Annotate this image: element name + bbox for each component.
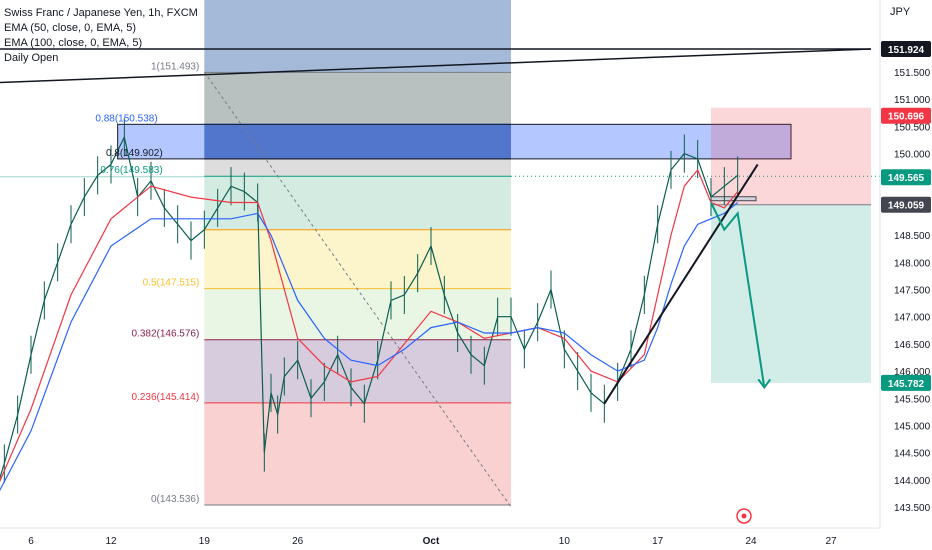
x-tick-label: 24 [745,536,757,547]
indicator-daily-open[interactable]: Daily Open [4,52,59,64]
y-tick-label: 144.500 [894,449,931,460]
indicator-ema100[interactable]: EMA (100, close, 0, EMA, 5) [4,37,143,49]
x-tick-label: 19 [199,536,211,547]
fib-level-label: 0.236(145.414) [131,392,199,403]
ema-line [0,168,739,483]
price-badge [881,196,931,213]
price-badge-label: 149.565 [888,173,925,184]
x-tick-label: 6 [28,536,34,547]
price-badge-label: 150.696 [888,112,925,123]
projection-arrow-head [757,378,772,390]
y-tick-label: 148.000 [894,258,931,269]
fib-labels-layer: 0.88(150.538) 0.8(149.902) 0.76(149.583) 0.… [95,61,199,505]
fib-band [204,402,512,506]
y-tick-label: 145.500 [894,394,931,405]
chart-legend: Swiss Franc / Japanese Yen, 1h, FXCM EMA… [4,6,198,66]
fib-level-label: 1(151.493) [151,61,199,72]
daily-open-line [0,48,872,84]
price-badge [881,169,931,186]
fib-band [204,339,512,403]
fib-trend-diagonal [203,71,512,508]
fib-level-label: 0.8(149.902) [106,148,163,159]
fib-level-label: 0(143.536) [151,494,199,505]
y-tick-label: 146.500 [894,340,931,351]
price-badge-label: 145.782 [888,379,925,390]
y-tick-label: 145.000 [894,421,931,432]
y-tick-label: 147.500 [894,286,931,297]
fib-band [204,72,512,125]
y-tick-label: 146.000 [894,367,931,378]
fib-band [204,229,512,289]
y-tick-label: 144.000 [894,476,931,487]
supply-zone-box [117,123,792,160]
price-badge-label: 149.059 [888,201,925,212]
x-tick-label: 26 [292,536,304,547]
fib-band [204,124,512,159]
fib-level-label: 0.5(147.515) [143,278,200,289]
y-tick-label: 147.000 [894,313,931,324]
y-tick-label: 150.000 [894,150,931,161]
currency-label: JPY [890,6,911,18]
x-tick-label: 17 [652,536,664,547]
fib-level-label: 0.76(149.583) [100,165,162,176]
price-badge [881,40,931,57]
y-tick-label: 151.000 [894,95,931,106]
ema-line [0,202,739,492]
price-badge-label: 151.924 [888,45,925,56]
x-tick-label: 27 [825,536,837,547]
price-badge [881,107,931,124]
x-tick-label: Oct [423,536,440,547]
fib-band [204,158,512,177]
fib-top-zone [204,0,512,73]
price-badge [881,374,931,391]
drawings-layer [0,48,872,524]
y-tick-label: 148.500 [894,231,931,242]
support-trendline [603,163,759,405]
fib-band [204,288,512,340]
fib-extension-line [0,176,205,178]
y-tick-label: 151.500 [894,68,931,79]
series-layer [0,118,739,492]
take-profit-zone [711,204,871,383]
zones-layer [0,0,880,506]
indicator-ema50[interactable]: EMA (50, close, 0, EMA, 5) [4,22,137,34]
x-tick-label: 12 [105,536,117,547]
price-badges-layer: 151.924 150.696 149.565 149.059 145.782 [881,40,931,391]
fib-level-label: 0.88(150.538) [95,113,157,124]
fib-level-label: 0.382(146.576) [131,329,199,340]
x-tick-label: 10 [559,536,571,547]
y-tick-label: 150.500 [894,122,931,133]
projection-arrow [710,202,766,388]
stop-loss-zone [711,107,871,205]
y-tick-label: 143.500 [894,503,931,514]
symbol-title[interactable]: Swiss Franc / Japanese Yen, 1h, FXCM [4,7,198,19]
event-marker-dot [741,513,747,519]
